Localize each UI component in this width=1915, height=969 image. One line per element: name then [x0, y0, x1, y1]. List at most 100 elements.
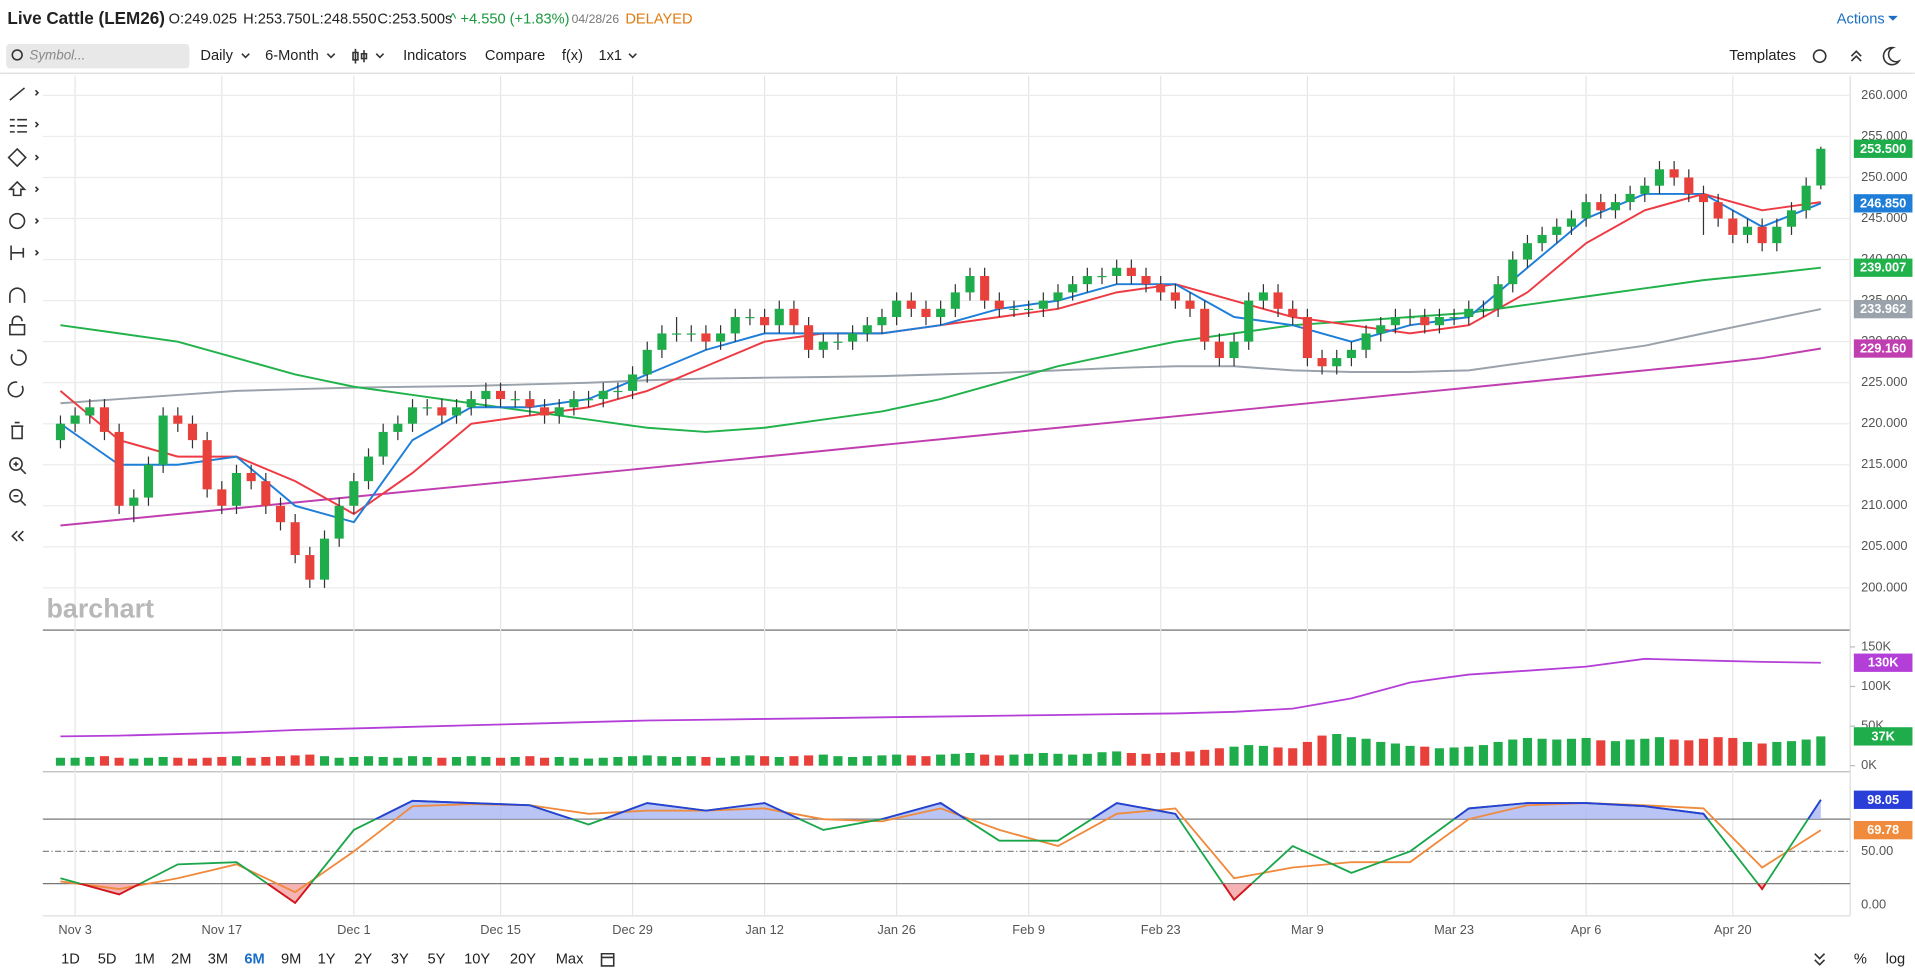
period-button[interactable]: 1D [61, 952, 80, 968]
period-button[interactable]: Max [556, 952, 584, 968]
tool-lock[interactable] [9, 315, 26, 336]
tool-shape[interactable] [7, 147, 27, 168]
volume-bar [1669, 739, 1679, 766]
tool-fib[interactable] [9, 118, 27, 133]
period-button[interactable]: 3Y [391, 952, 409, 968]
compare-button[interactable]: Compare [485, 48, 545, 64]
volume-bar [363, 756, 374, 766]
candle-body [363, 456, 374, 482]
quote-change: ^ +4.550 (+1.83%) [449, 11, 569, 27]
candle-body [510, 399, 520, 401]
interval-menu[interactable]: Daily [200, 48, 233, 64]
indicators-button[interactable]: Indicators [403, 48, 466, 64]
period-button[interactable]: 1M [134, 952, 154, 968]
period-button[interactable]: 1Y [318, 952, 336, 968]
actions-caret [1888, 15, 1898, 21]
caret [628, 53, 637, 59]
percent-toggle[interactable]: % [1854, 952, 1867, 968]
candle-body [261, 481, 271, 506]
volume-bar [1009, 754, 1019, 766]
candle-body [980, 275, 990, 301]
volume-bar [1581, 737, 1591, 766]
actions-menu[interactable]: Actions [1837, 11, 1885, 27]
last-value-badge [1853, 339, 1913, 358]
volume-bar [1244, 745, 1254, 766]
period-button[interactable]: 10Y [464, 952, 490, 968]
candle-body [1596, 202, 1606, 211]
tool-measure[interactable] [10, 245, 25, 261]
theme-icon[interactable] [1882, 46, 1902, 66]
period-button[interactable]: 2M [171, 952, 191, 968]
moving-average [60, 266, 1821, 433]
y-tick-label: 50.00 [1861, 843, 1893, 858]
volume-bar [510, 756, 520, 766]
period-button[interactable]: 5D [98, 952, 117, 968]
volume-bar [1112, 751, 1122, 766]
candle-body [1273, 292, 1283, 309]
tool-zoom-out[interactable] [9, 488, 27, 507]
volume-bar [848, 756, 858, 766]
period-button[interactable]: 20Y [510, 952, 536, 968]
period-button[interactable]: 2Y [354, 952, 372, 968]
tool-undo[interactable] [10, 349, 27, 366]
tool-arrow[interactable] [7, 180, 27, 197]
last-value-badge [1853, 139, 1913, 158]
candle-body [1200, 308, 1210, 342]
symbol-search[interactable] [6, 43, 190, 69]
period-button[interactable]: 9M [281, 952, 301, 968]
candle-body [877, 317, 887, 326]
last-value-label: 69.78 [1867, 822, 1899, 837]
tool-line[interactable] [9, 87, 26, 101]
candle-body [114, 431, 124, 506]
volume-bar [569, 757, 579, 766]
tool-magnet[interactable] [9, 287, 26, 303]
volume-bar [1317, 735, 1327, 766]
candle-body [1566, 218, 1576, 227]
volume-bar [1566, 738, 1576, 766]
candle-body [1068, 284, 1078, 293]
candle-body [642, 349, 652, 375]
candle-body [613, 390, 623, 393]
collapse-icon[interactable] [1850, 50, 1862, 62]
overbought-fill [375, 799, 1821, 820]
volume-bar [965, 753, 975, 766]
fx-button[interactable]: f(x) [562, 48, 583, 64]
volume-bar [1229, 746, 1239, 766]
tool-annotation[interactable] [9, 212, 26, 230]
chart-type-icon[interactable] [352, 48, 368, 64]
tool-zoom-in[interactable] [9, 457, 27, 475]
candle-body [1669, 169, 1679, 178]
candle-body [1156, 284, 1166, 293]
candle-body [407, 407, 418, 424]
range-menu[interactable]: 6-Month [265, 48, 319, 64]
volume-bar [525, 756, 535, 766]
search-placeholder: Symbol... [29, 48, 85, 63]
candle-body [598, 390, 608, 400]
volume-bar [672, 756, 682, 766]
candle-body [1537, 234, 1547, 244]
volume-bar [716, 757, 726, 766]
candle-body [760, 317, 770, 326]
candle-body [686, 333, 696, 335]
volume-bar [1698, 738, 1709, 766]
x-tick-label: Nov 3 [58, 922, 91, 937]
templates-button[interactable]: Templates [1729, 48, 1796, 64]
layout-menu[interactable]: 1x1 [598, 48, 622, 64]
candle-body [437, 407, 447, 416]
volume-bar [818, 754, 828, 766]
calendar-icon[interactable] [600, 952, 615, 967]
volume-bar [349, 756, 359, 766]
log-toggle[interactable]: log [1886, 952, 1906, 968]
volume-bar [217, 756, 227, 766]
tool-redo[interactable] [7, 381, 24, 398]
candle-body [1581, 202, 1591, 219]
period-button[interactable]: 5Y [428, 952, 446, 968]
scroll-icon[interactable] [1814, 953, 1826, 966]
tool-delete[interactable] [11, 421, 24, 440]
last-value-label: 229.160 [1860, 341, 1906, 356]
period-button[interactable]: 3M [208, 952, 228, 968]
settings-icon[interactable] [1812, 49, 1827, 64]
tool-collapse[interactable] [11, 530, 24, 542]
period-button[interactable]: 6M [244, 952, 264, 968]
candle-body [848, 333, 858, 342]
